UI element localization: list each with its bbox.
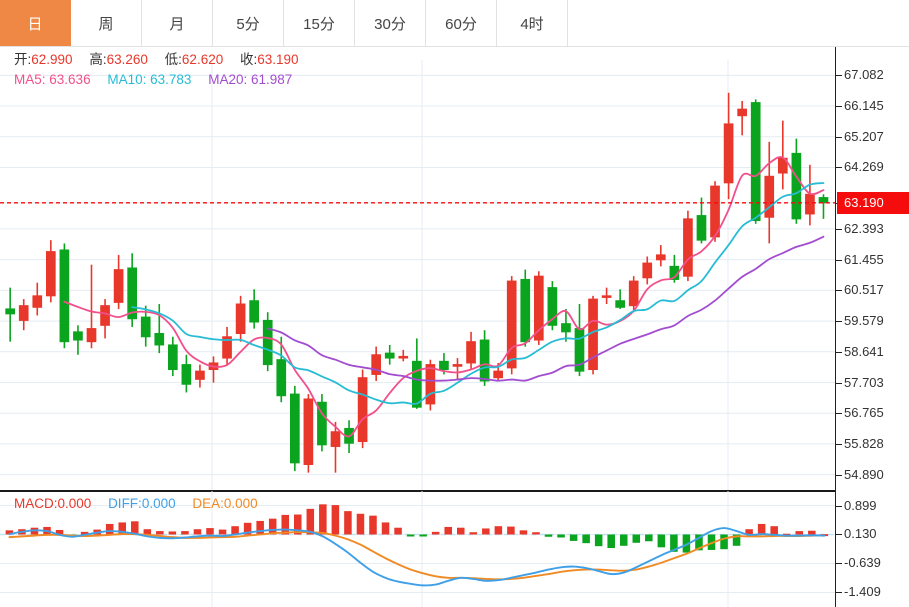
price-axis-tick (836, 443, 842, 445)
tab-label: 60分 (445, 15, 477, 33)
tab-label: 5分 (236, 15, 260, 33)
price-axis-tick (836, 474, 842, 476)
price-axis-label: 67.082 (844, 67, 884, 83)
price-axis-tick (836, 290, 842, 292)
tab-label: 30分 (374, 15, 406, 33)
price-axis-label: 54.890 (844, 466, 884, 482)
price-axis-label: 55.828 (844, 435, 884, 451)
price-axis-label: 65.207 (844, 128, 884, 144)
price-axis-label: 59.579 (844, 313, 884, 329)
macd-chart[interactable] (0, 491, 835, 607)
tab-label: 15分 (303, 15, 335, 33)
tab-label: 周 (98, 15, 114, 33)
candlestick-chart[interactable] (0, 60, 835, 490)
macd-axis-tick (836, 505, 842, 507)
macd-axis-label: -0.639 (844, 555, 881, 571)
price-axis-tick (836, 413, 842, 415)
price-axis-label: 61.455 (844, 251, 884, 267)
price-axis-tick (836, 167, 842, 169)
macd-axis-label: 0.130 (844, 526, 877, 542)
macd-histogram (5, 504, 829, 553)
macd-axis-label: 0.899 (844, 497, 877, 513)
tab-label: 日 (27, 15, 43, 33)
tab-15min[interactable]: 15分 (284, 0, 355, 46)
tab-week[interactable]: 周 (71, 0, 142, 46)
price-axis-label: 66.145 (844, 98, 884, 114)
price-axis-tick (836, 106, 842, 108)
tab-60min[interactable]: 60分 (426, 0, 497, 46)
price-axis-label: 62.393 (844, 220, 884, 236)
chart-gridlines (0, 60, 835, 490)
current-price-badge: 63.190 (837, 191, 909, 214)
price-axis-label: 60.517 (844, 282, 884, 298)
price-axis-tick (836, 382, 842, 384)
price-axis-tick (836, 228, 842, 230)
price-axis-tick (836, 259, 842, 261)
timeframe-tabbar: 日 周 月 5分 15分 30分 60分 4时 (0, 0, 909, 47)
tab-5min[interactable]: 5分 (213, 0, 284, 46)
price-axis-label: 58.641 (844, 343, 884, 359)
macd-axis-tick (836, 534, 842, 536)
price-axis: 67.082 66.145 65.207 64.269 62.393 61.455 60.5… (835, 47, 909, 607)
price-axis-label: 57.703 (844, 374, 884, 390)
tab-month[interactable]: 月 (142, 0, 213, 46)
tab-4hour[interactable]: 4时 (497, 0, 568, 46)
moving-average-lines (63, 156, 825, 438)
price-axis-label: 64.269 (844, 159, 884, 175)
price-axis-tick (836, 75, 842, 77)
macd-axis-tick (836, 563, 842, 565)
macd-lines (8, 527, 826, 587)
price-axis-tick (836, 136, 842, 138)
macd-axis-label: -1.409 (844, 584, 881, 600)
tab-label: 月 (169, 15, 185, 33)
tab-day[interactable]: 日 (0, 0, 71, 46)
candlestick-series (5, 92, 829, 473)
tab-label: 4时 (520, 15, 544, 33)
price-axis-tick (836, 321, 842, 323)
macd-axis-tick (836, 592, 842, 594)
tabbar-filler (568, 0, 909, 46)
tab-30min[interactable]: 30分 (355, 0, 426, 46)
price-axis-tick (836, 351, 842, 353)
price-axis-label: 56.765 (844, 405, 884, 421)
panel-divider (0, 490, 835, 492)
